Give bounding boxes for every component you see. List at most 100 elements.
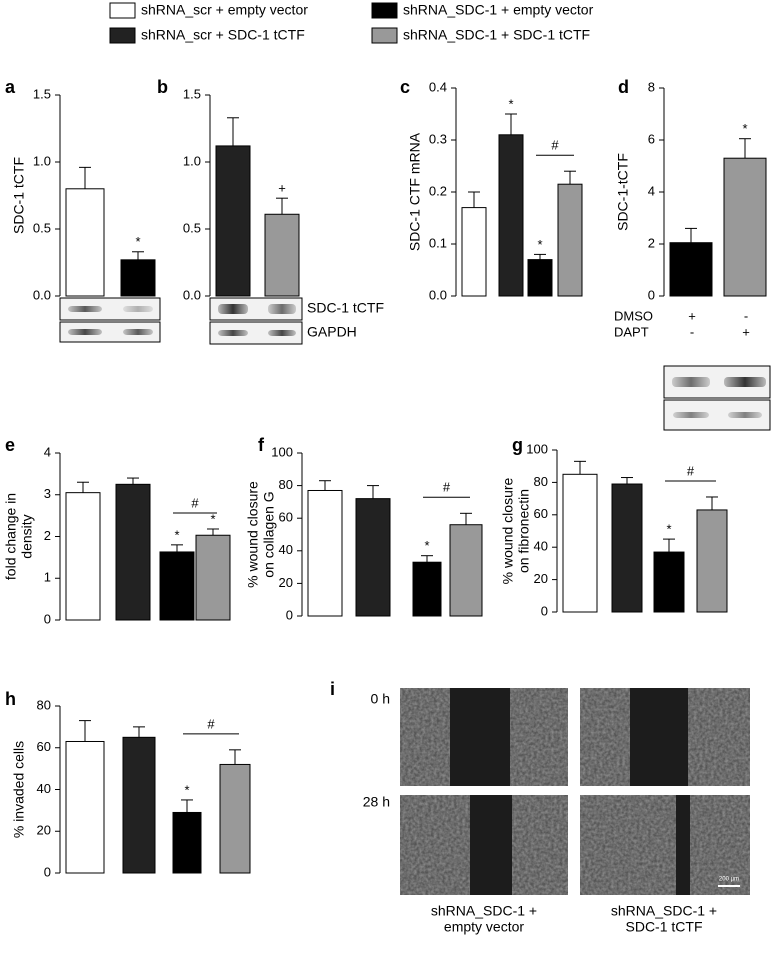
y-tick-label: 80 bbox=[279, 477, 293, 492]
y-tick-label: 40 bbox=[279, 542, 293, 557]
y-tick-label: 0 bbox=[44, 611, 51, 626]
blot-frame bbox=[59, 297, 161, 321]
bar bbox=[611, 483, 643, 613]
blot-frame bbox=[209, 321, 303, 345]
y-tick-label: 1.0 bbox=[183, 153, 201, 168]
blot-band bbox=[728, 412, 762, 418]
panel-label: e bbox=[5, 435, 15, 455]
bar bbox=[195, 534, 231, 621]
y-axis-label: % wound closure bbox=[500, 477, 516, 584]
y-tick-label: 0.3 bbox=[429, 131, 447, 146]
y-tick-label: 40 bbox=[534, 539, 548, 554]
y-tick-label: 1.0 bbox=[33, 153, 51, 168]
bar bbox=[723, 157, 767, 297]
y-tick-label: 1.5 bbox=[183, 86, 201, 101]
panel-label: d bbox=[618, 77, 629, 97]
bar bbox=[527, 259, 553, 297]
y-tick-label: 0 bbox=[541, 603, 548, 618]
bar bbox=[65, 740, 105, 874]
panel-label: c bbox=[400, 77, 410, 97]
column-label: empty vector bbox=[444, 919, 524, 935]
blot-frame bbox=[59, 321, 161, 343]
bracket-label: # bbox=[551, 138, 559, 153]
row-label: 0 h bbox=[371, 691, 390, 707]
row-label: 28 h bbox=[363, 794, 390, 810]
bar bbox=[653, 551, 685, 613]
significance-mark: * bbox=[210, 511, 215, 526]
blot-band bbox=[672, 377, 710, 387]
wound-gap bbox=[630, 688, 688, 786]
legend-label: shRNA_SDC-1 + SDC-1 tCTF bbox=[403, 27, 590, 43]
treatment-label: DAPT bbox=[614, 324, 649, 339]
y-tick-label: 2 bbox=[648, 235, 655, 250]
y-axis-label: on fibronectin bbox=[516, 489, 532, 573]
y-axis-label: SDC-1 tCTF bbox=[11, 157, 27, 234]
bar bbox=[355, 498, 391, 617]
bar bbox=[307, 489, 343, 617]
y-tick-label: 60 bbox=[37, 739, 51, 754]
blot-frame bbox=[209, 297, 303, 321]
bar bbox=[215, 145, 251, 297]
blot-band bbox=[68, 329, 102, 335]
y-tick-label: 3 bbox=[44, 486, 51, 501]
blot-band bbox=[724, 377, 766, 387]
y-tick-label: 0.5 bbox=[33, 220, 51, 235]
significance-mark: + bbox=[278, 181, 286, 196]
y-tick-label: 60 bbox=[279, 510, 293, 525]
bar bbox=[264, 213, 300, 297]
blot-band bbox=[218, 330, 248, 336]
y-tick-label: 0 bbox=[648, 287, 655, 302]
significance-mark: * bbox=[508, 96, 513, 111]
blot-label: SDC-1 tCTF bbox=[307, 300, 384, 316]
bar bbox=[122, 736, 156, 874]
y-tick-label: 4 bbox=[44, 444, 51, 459]
y-axis-label: SDC-1-tCTF bbox=[615, 153, 631, 231]
y-tick-label: 60 bbox=[534, 506, 548, 521]
bar bbox=[669, 242, 713, 297]
y-tick-label: 80 bbox=[534, 474, 548, 489]
y-axis-label: % invaded cells bbox=[11, 741, 27, 838]
treatment-mark: - bbox=[690, 324, 694, 339]
y-axis-label: % wound closure bbox=[245, 481, 261, 588]
y-tick-label: 20 bbox=[534, 571, 548, 586]
y-tick-label: 40 bbox=[37, 781, 51, 796]
legend-label: shRNA_scr + empty vector bbox=[141, 2, 308, 18]
y-tick-label: 0.5 bbox=[183, 220, 201, 235]
legend-swatch bbox=[371, 27, 398, 44]
treatment-mark: - bbox=[744, 308, 748, 323]
bracket-label: # bbox=[191, 495, 199, 510]
bar bbox=[115, 483, 151, 621]
y-tick-label: 20 bbox=[279, 575, 293, 590]
significance-mark: * bbox=[135, 234, 140, 249]
bracket-label: # bbox=[207, 716, 215, 731]
treatment-mark: + bbox=[688, 308, 696, 323]
y-axis-label: density bbox=[19, 514, 35, 558]
legend-label: shRNA_SDC-1 + empty vector bbox=[403, 2, 594, 18]
y-tick-label: 80 bbox=[37, 697, 51, 712]
significance-mark: * bbox=[424, 538, 429, 553]
panel-label: b bbox=[157, 77, 168, 97]
column-label: shRNA_SDC-1 + bbox=[431, 903, 537, 919]
y-tick-label: 1 bbox=[44, 570, 51, 585]
y-tick-label: 0.4 bbox=[429, 79, 447, 94]
legend-label: shRNA_scr + SDC-1 tCTF bbox=[141, 27, 305, 43]
bar bbox=[696, 509, 728, 613]
bar bbox=[461, 207, 487, 297]
bar bbox=[557, 183, 583, 297]
bar bbox=[562, 473, 598, 613]
y-axis-label: on collagen G bbox=[261, 491, 277, 577]
panel-label: h bbox=[5, 689, 16, 709]
panel-label: g bbox=[512, 435, 523, 455]
blot-band bbox=[218, 304, 248, 314]
y-tick-label: 0.0 bbox=[183, 287, 201, 302]
y-tick-label: 100 bbox=[271, 444, 293, 459]
significance-mark: * bbox=[537, 237, 542, 252]
y-tick-label: 20 bbox=[37, 823, 51, 838]
y-axis-label: fold change in bbox=[3, 493, 19, 580]
bar bbox=[449, 524, 483, 617]
bar bbox=[412, 561, 442, 617]
treatment-label: DMSO bbox=[614, 308, 653, 323]
blot-band bbox=[268, 330, 296, 336]
